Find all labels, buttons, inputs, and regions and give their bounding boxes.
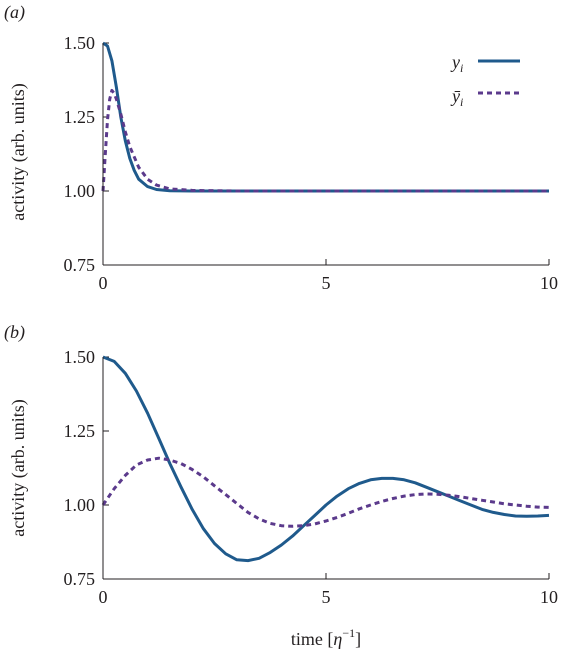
- panel-a-xtick-label: 5: [322, 273, 331, 293]
- panel-a: (a) activity (arb. units) 0.75 1.00 1.25 1.…: [4, 2, 558, 293]
- panel-b-xtick-label: 10: [540, 587, 558, 607]
- panel-a-ylabel: activity (arb. units): [8, 83, 29, 220]
- panel-a-series-y: [102, 41, 549, 193]
- panel-b-series-ybar: [101, 456, 550, 528]
- panel-a-xtick-label: 10: [540, 273, 558, 293]
- legend: yi ȳi: [450, 52, 520, 109]
- x-axis-title: time [η−1]: [291, 626, 361, 649]
- panel-b-ytick-label: 1.25: [64, 421, 96, 441]
- panel-a-ytick-label: 1.00: [64, 181, 96, 201]
- panel-b: (b) activity (arb. units) 0.75 1.00 1.25 1.…: [4, 322, 558, 649]
- panel-b-ytick-label: 0.75: [64, 569, 96, 589]
- panel-a-ytick-label: 1.25: [64, 107, 96, 127]
- legend-entry-ybar: ȳi: [450, 86, 520, 109]
- panel-a-axes: [102, 43, 549, 266]
- panel-a-ytick-label: 0.75: [64, 255, 96, 275]
- panel-a-series: [101, 41, 549, 193]
- panel-b-ytick-label: 1.50: [64, 347, 96, 367]
- panel-b-series: [101, 355, 550, 563]
- legend-y-label: yi: [450, 52, 463, 75]
- panel-b-ticks: 0.75 1.00 1.25 1.50 0 5 10: [64, 347, 559, 607]
- legend-entry-y: yi: [450, 52, 520, 75]
- panel-b-xtick-label: 0: [99, 587, 108, 607]
- panel-b-ytick-label: 1.00: [64, 495, 96, 515]
- panel-b-label: (b): [4, 322, 25, 343]
- panel-a-label: (a): [4, 2, 25, 23]
- panel-a-series-ybar: [101, 88, 549, 193]
- panel-b-xtick-label: 5: [322, 587, 331, 607]
- panel-b-ylabel: activity (arb. units): [8, 399, 29, 536]
- panel-a-ticks: 0.75 1.00 1.25 1.50 0 5 10: [64, 33, 559, 293]
- panel-b-series-y: [102, 355, 550, 563]
- panel-a-xtick-label: 0: [99, 273, 108, 293]
- panel-a-ytick-label: 1.50: [64, 33, 96, 53]
- legend-ybar-label: ȳi: [450, 86, 463, 109]
- panel-b-axes: [102, 357, 549, 580]
